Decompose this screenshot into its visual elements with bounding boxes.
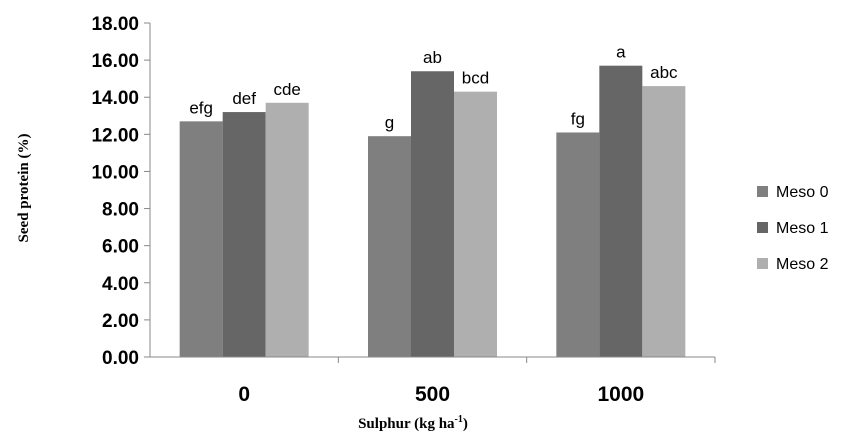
legend-swatch bbox=[757, 222, 768, 233]
x-tick-label: 1000 bbox=[597, 383, 644, 406]
x-tick-label: 0 bbox=[238, 383, 250, 406]
legend-label: Meso 1 bbox=[776, 220, 829, 237]
y-tick-label: 16.00 bbox=[91, 51, 139, 72]
y-tick-label: 0.00 bbox=[102, 348, 139, 369]
bars bbox=[179, 65, 686, 358]
y-tick-label: 8.00 bbox=[102, 200, 139, 221]
bar bbox=[556, 132, 600, 357]
bar-data-label: efg bbox=[189, 98, 213, 117]
bar-data-label: cde bbox=[273, 80, 300, 99]
y-tick-label: 6.00 bbox=[102, 237, 139, 258]
data-labels: efg def cde g ab bcd fg a abc bbox=[189, 43, 678, 133]
y-tick-label: 4.00 bbox=[102, 274, 139, 295]
y-tick-label: 14.00 bbox=[91, 88, 139, 109]
bar bbox=[265, 102, 309, 358]
y-axis-ticks: 0.00 2.00 4.00 6.00 8.00 10.00 12.00 14.00 16.00… bbox=[91, 14, 150, 369]
x-axis-title-text: Sulphur (kg ha bbox=[358, 416, 455, 432]
x-axis-title-suffix: ) bbox=[463, 416, 468, 432]
x-tick-label: 500 bbox=[415, 383, 450, 406]
x-axis-title: Sulphur (kg ha-1) bbox=[358, 414, 468, 432]
legend-swatch bbox=[757, 186, 768, 197]
bar-data-label: fg bbox=[571, 109, 585, 128]
y-tick-label: 10.00 bbox=[91, 162, 139, 183]
bar bbox=[368, 136, 411, 357]
bar bbox=[222, 112, 266, 357]
y-tick-label: 12.00 bbox=[91, 125, 139, 146]
legend: Meso 0 Meso 1 Meso 2 bbox=[757, 184, 829, 273]
y-tick-label: 2.00 bbox=[102, 311, 139, 332]
x-axis-ticks: 0 500 1000 bbox=[238, 357, 716, 406]
legend-label: Meso 2 bbox=[776, 256, 829, 273]
bar bbox=[642, 86, 686, 357]
bar-data-label: bcd bbox=[462, 69, 489, 88]
bar-data-label: g bbox=[385, 113, 394, 132]
bar-data-label: ab bbox=[423, 48, 442, 67]
y-tick-label: 18.00 bbox=[91, 14, 139, 35]
bar bbox=[599, 65, 643, 357]
legend-label: Meso 0 bbox=[776, 184, 829, 201]
bar bbox=[179, 121, 223, 357]
bar-data-label: a bbox=[616, 43, 626, 62]
bar bbox=[454, 91, 497, 358]
legend-swatch bbox=[757, 258, 768, 269]
x-axis-title-sup: -1 bbox=[455, 414, 463, 425]
bar-data-label: def bbox=[232, 89, 256, 108]
bar bbox=[411, 71, 454, 357]
bar-data-label: abc bbox=[650, 63, 678, 82]
y-axis-title: Seed protein (%) bbox=[16, 134, 32, 243]
